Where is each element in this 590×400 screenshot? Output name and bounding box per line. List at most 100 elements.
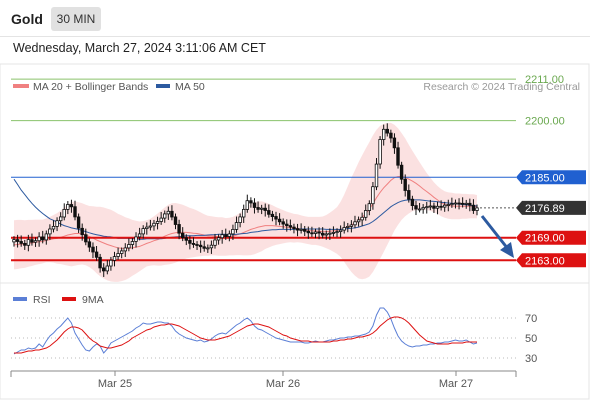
candle-body (417, 208, 422, 211)
candle-body (23, 242, 27, 246)
candle-body (245, 200, 249, 210)
candle-body (317, 231, 321, 234)
candle-body (155, 221, 160, 224)
candle-body (206, 247, 210, 250)
candle-body (331, 231, 336, 234)
candlestick-series (12, 123, 479, 277)
bollinger-legend-label: MA 20 + Bollinger Bands (33, 81, 148, 93)
candle-body (302, 228, 307, 232)
last-price-tag (516, 200, 586, 215)
rsi-tick-50: 50 (525, 333, 537, 345)
candle-body (241, 208, 246, 218)
pivot-tag (516, 170, 586, 185)
candle-body (41, 236, 45, 241)
candle-body (320, 232, 325, 236)
candle-body (188, 239, 192, 244)
candle-body (450, 203, 454, 206)
timeframe-button[interactable]: 30 MIN (51, 7, 101, 31)
support-1-label: 2169.00 (525, 233, 565, 245)
candle-body (87, 241, 92, 248)
candle-body (439, 205, 443, 208)
candle-body (396, 147, 400, 166)
candle-body (249, 200, 253, 204)
candle-body (342, 227, 346, 231)
candle-body (367, 203, 371, 211)
bollinger-band-area (14, 122, 477, 282)
candle-body (310, 232, 314, 235)
candle-body (134, 236, 138, 242)
candle-body (471, 204, 476, 211)
rsi-ma-legend-label: 9MA (82, 294, 104, 306)
candle-body (37, 236, 41, 242)
candle-body (442, 204, 447, 208)
ma50-legend-label: MA 50 (175, 81, 205, 93)
candle-body (152, 222, 156, 227)
candle-body (281, 221, 285, 225)
candle-body (421, 207, 425, 210)
candle-body (389, 132, 393, 139)
candle-body (399, 164, 404, 180)
candle-body (224, 234, 228, 237)
candle-body (202, 246, 206, 249)
candle-body (177, 224, 181, 234)
candle-body (213, 239, 217, 246)
candle-body (26, 239, 31, 246)
candle-body (353, 221, 357, 226)
candle-body (137, 233, 142, 238)
candle-body (91, 246, 95, 253)
candle-body (109, 259, 113, 267)
candle-body (256, 207, 260, 210)
rsi-tick-70: 70 (525, 313, 537, 325)
candle-body (55, 220, 59, 227)
candle-body (148, 225, 153, 228)
candle-body (460, 202, 465, 205)
candle-body (407, 190, 411, 200)
candle-body (123, 247, 127, 252)
candle-body (252, 202, 257, 208)
candle-body (446, 204, 450, 206)
candle-body (410, 198, 415, 206)
resistance-2-label: 2211.00 (525, 74, 564, 86)
header-bar: Gold 30 MIN (0, 0, 590, 37)
candle-body (130, 241, 135, 245)
candle-body (338, 229, 343, 233)
rsi-legend-label: RSI (33, 294, 51, 306)
candle-body (335, 231, 339, 234)
candle-body (299, 228, 303, 231)
resistance-1-label: 2200.00 (525, 116, 565, 128)
rsi-legend-swatch (13, 297, 27, 301)
ma50-line (13, 178, 478, 240)
source-credit: Research © 2024 Trading Central (423, 81, 580, 93)
candle-body (392, 137, 397, 149)
forecast-arrow-icon (500, 242, 514, 258)
candle-body (259, 207, 264, 210)
rsi-line (13, 307, 478, 355)
candle-body (195, 244, 199, 246)
candle-body (295, 228, 300, 231)
rsi-tick-30: 30 (525, 353, 537, 365)
candle-body (198, 244, 203, 248)
instrument-name: Gold (11, 11, 43, 27)
candle-body (274, 216, 278, 220)
candle-body (191, 242, 196, 245)
candle-body (378, 139, 382, 165)
candle-body (120, 250, 124, 254)
rsi-ma-legend-swatch (62, 297, 76, 301)
candle-body (288, 225, 293, 228)
chart-frame (0, 63, 590, 400)
candle-body (356, 219, 361, 223)
candle-body (220, 234, 224, 239)
candle-body (385, 128, 389, 134)
support-1-tag (516, 230, 586, 245)
candle-body (360, 216, 364, 221)
candle-body (19, 241, 23, 244)
candle-body (116, 253, 120, 257)
candle-body (73, 206, 77, 218)
candle-body (428, 205, 432, 208)
candle-body (475, 207, 479, 211)
candle-body (381, 128, 386, 140)
candle-body (62, 208, 66, 218)
candle-body (141, 228, 145, 235)
candle-body (414, 205, 418, 210)
